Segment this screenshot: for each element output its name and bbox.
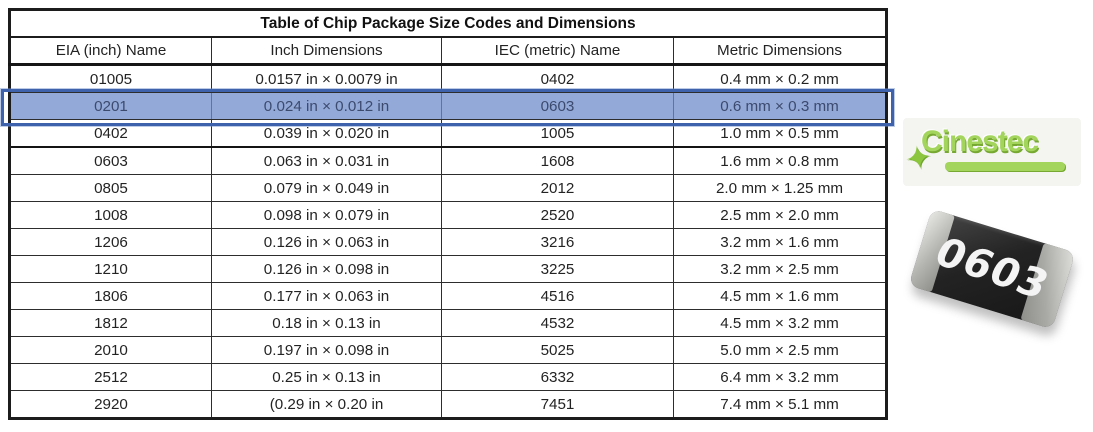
table-cell: 0.039 in × 0.020 in (211, 119, 442, 148)
table-row: 1210 0.126 in × 0.098 in 3225 3.2 mm × 2.5 … (9, 255, 887, 283)
table-cell: 6.4 mm × 3.2 mm (673, 363, 887, 391)
table-cell: 1812 (9, 309, 212, 337)
table-cell: 2.0 mm × 1.25 mm (673, 174, 887, 202)
table-row: 2512 0.25 in × 0.13 in 6332 6.4 mm × 3.2 mm (9, 363, 887, 391)
table-cell: 4.5 mm × 1.6 mm (673, 282, 887, 310)
table-cell: 0.0157 in × 0.0079 in (211, 64, 442, 93)
table-title-row: Table of Chip Package Size Codes and Dim… (9, 9, 887, 38)
table-cell: 2.5 mm × 2.0 mm (673, 201, 887, 229)
table-cell: 0.177 in × 0.063 in (211, 282, 442, 310)
table-cell: 1005 (441, 119, 674, 148)
col-header-iec-name: IEC (metric) Name (441, 36, 674, 66)
table-cell: 6332 (441, 363, 674, 391)
table-cell: 0402 (441, 64, 674, 93)
table-row: 1812 0.18 in × 0.13 in 4532 4.5 mm × 3.2 mm (9, 309, 887, 337)
table-cell: 0805 (9, 174, 212, 202)
table-cell: 0.126 in × 0.098 in (211, 255, 442, 283)
table-row: 1206 0.126 in × 0.063 in 3216 3.2 mm × 1.6 … (9, 228, 887, 256)
table-cell: 1008 (9, 201, 212, 229)
table-row: 0603 0.063 in × 0.031 in 1608 1.6 mm × 0.8 … (9, 146, 887, 175)
table-cell: 0.098 in × 0.079 in (211, 201, 442, 229)
table-cell: 3.2 mm × 1.6 mm (673, 228, 887, 256)
table-row: 1806 0.177 in × 0.063 in 4516 4.5 mm × 1.6 … (9, 282, 887, 310)
table-cell: 1206 (9, 228, 212, 256)
cinestec-logo: ✦ Cinestec (902, 118, 1081, 186)
table-cell: 7451 (441, 390, 674, 419)
table-cell: 3.2 mm × 2.5 mm (673, 255, 887, 283)
table-cell: 0201 (9, 92, 212, 120)
chip-size-table: Table of Chip Package Size Codes and Dim… (8, 8, 888, 420)
table-cell: 0.18 in × 0.13 in (211, 309, 442, 337)
table-cell: 4532 (441, 309, 674, 337)
chip-size-table-wrap: Table of Chip Package Size Codes and Dim… (1, 8, 894, 420)
table-row: 01005 0.0157 in × 0.0079 in 0402 0.4 mm × 0… (9, 64, 887, 93)
table-cell: 5.0 mm × 2.5 mm (673, 336, 887, 364)
table-cell: 0.024 in × 0.012 in (211, 92, 442, 120)
table-cell: 1.0 mm × 0.5 mm (673, 119, 887, 148)
table-cell: 4516 (441, 282, 674, 310)
table-row: 2010 0.197 in × 0.098 in 5025 5.0 mm × 2.5 … (9, 336, 887, 364)
table-body: 01005 0.0157 in × 0.0079 in 0402 0.4 mm × 0… (9, 64, 887, 419)
chip-photo: 0603 (907, 207, 1079, 333)
table-title: Table of Chip Package Size Codes and Dim… (9, 9, 887, 38)
col-header-inch-dimensions: Inch Dimensions (211, 36, 442, 66)
table-cell: 0603 (9, 146, 212, 175)
col-header-eia-name: EIA (inch) Name (9, 36, 212, 66)
table-cell: 2512 (9, 363, 212, 391)
col-header-metric-dimensions: Metric Dimensions (673, 36, 887, 66)
table-cell: 0402 (9, 119, 212, 148)
table-cell: 1210 (9, 255, 212, 283)
table-cell: 3225 (441, 255, 674, 283)
table-cell: 0.4 mm × 0.2 mm (673, 64, 887, 93)
logo-underline-bar (945, 162, 1065, 171)
table-cell: 2920 (9, 390, 212, 419)
table-cell: (0.29 in × 0.20 in (211, 390, 442, 419)
table-cell: 0.063 in × 0.031 in (211, 146, 442, 175)
table-cell: 0.197 in × 0.098 in (211, 336, 442, 364)
table-cell: 1.6 mm × 0.8 mm (673, 146, 887, 175)
table-cell: 0.079 in × 0.049 in (211, 174, 442, 202)
table-row: 0805 0.079 in × 0.049 in 2012 2.0 mm × 1.25… (9, 174, 887, 202)
table-cell: 0.6 mm × 0.3 mm (673, 92, 887, 120)
chip-rotated-container: 0603 (908, 208, 1076, 330)
table-row: 1008 0.098 in × 0.079 in 2520 2.5 mm × 2.0 … (9, 201, 887, 229)
table-row: 0402 0.039 in × 0.020 in 1005 1.0 mm × 0.5 … (9, 119, 887, 148)
table-cell: 2010 (9, 336, 212, 364)
table-cell: 0.126 in × 0.063 in (211, 228, 442, 256)
table-row: 2920 (0.29 in × 0.20 in 7451 7.4 mm × 5.1 m… (9, 390, 887, 419)
table-cell: 0603 (441, 92, 674, 120)
table-cell: 01005 (9, 64, 212, 93)
table-cell: 2012 (441, 174, 674, 202)
table-cell: 2520 (441, 201, 674, 229)
table-header-row: EIA (inch) Name Inch Dimensions IEC (met… (9, 36, 887, 66)
logo-text: Cinestec (921, 125, 1039, 158)
table-cell: 1806 (9, 282, 212, 310)
table-cell: 4.5 mm × 3.2 mm (673, 309, 887, 337)
table-row: 0201 0.024 in × 0.012 in 0603 0.6 mm × 0.3 … (9, 92, 887, 120)
table-cell: 0.25 in × 0.13 in (211, 363, 442, 391)
table-cell: 5025 (441, 336, 674, 364)
table-cell: 7.4 mm × 5.1 mm (673, 390, 887, 419)
table-cell: 3216 (441, 228, 674, 256)
table-cell: 1608 (441, 146, 674, 175)
